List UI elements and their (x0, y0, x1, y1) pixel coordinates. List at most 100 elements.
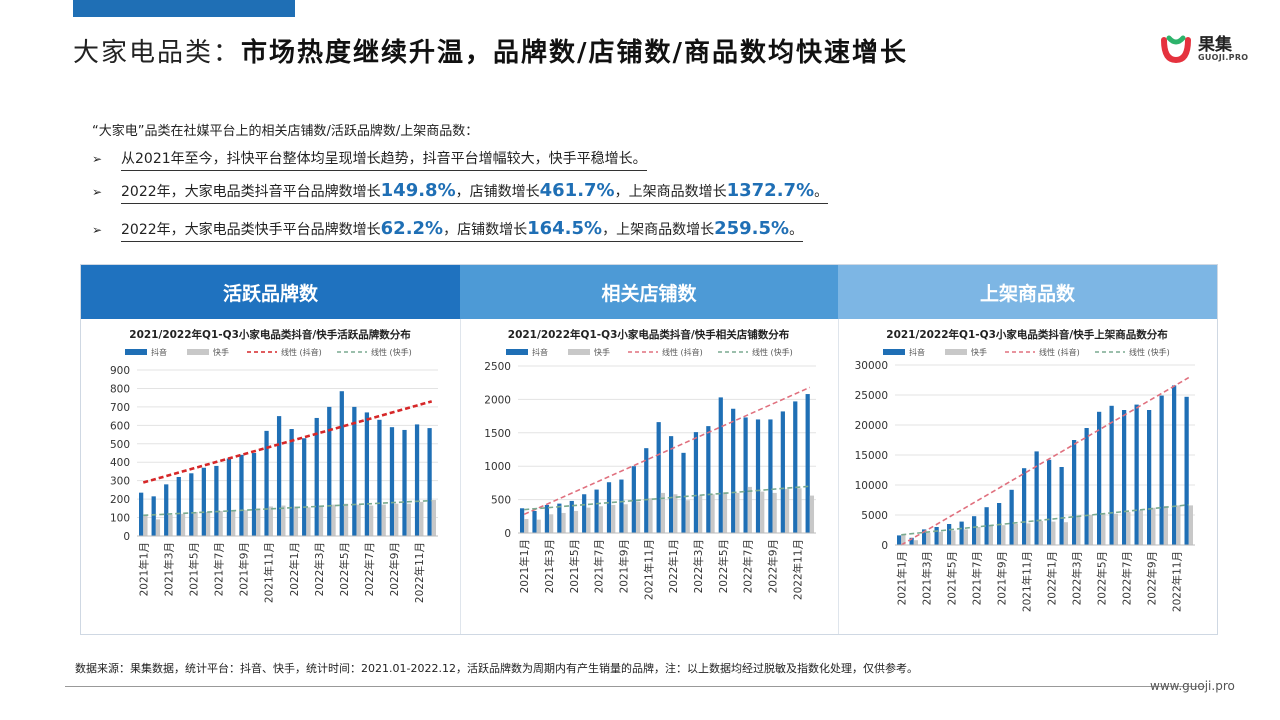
bullet-3-text: 2022年，大家电品类快手平台品牌数增长62.2%，店铺数增长164.5%，上架… (121, 218, 804, 242)
bullet-1-text: 从2021年至今，抖快平台整体均呈现增长趋势，抖音平台增幅较大，快手平稳增长。 (121, 148, 647, 171)
bar-kuaishou (256, 508, 261, 536)
bar-kuaishou (1088, 515, 1093, 545)
title-prefix: 大家电品类： (73, 38, 242, 68)
trendline-kuaishou (524, 485, 810, 511)
bar-kuaishou (1063, 522, 1068, 545)
y-tick-label: 400 (110, 457, 130, 469)
legend-label: 线性 (抖音) (662, 347, 703, 357)
bar-douyin (151, 496, 156, 536)
y-tick-label: 0 (123, 531, 130, 543)
y-tick-label: 2000 (484, 394, 511, 406)
bar-douyin (972, 516, 977, 545)
bar-douyin (1172, 385, 1177, 545)
bar-kuaishou (722, 492, 728, 533)
bar-douyin (582, 494, 587, 533)
bar-kuaishou (205, 512, 211, 536)
x-tick-label: 2022年9月 (767, 539, 780, 593)
y-tick-label: 10000 (855, 480, 888, 492)
bar-kuaishou (1113, 513, 1118, 545)
bar-douyin (164, 484, 169, 536)
x-tick-label: 2021年5月 (568, 539, 581, 593)
x-tick-label: 2022年7月 (363, 542, 376, 596)
bar-douyin (755, 419, 761, 533)
brand-logo-icon (1161, 35, 1191, 64)
bar-douyin (139, 492, 144, 536)
y-tick-label: 500 (491, 495, 511, 507)
x-tick-label: 2022年9月 (388, 542, 401, 596)
bar-douyin (947, 524, 952, 545)
panel-header-brands: 活跃品牌数 (81, 265, 460, 319)
chart-title: 2021/2022年Q1-Q3小家电品类抖音/快手活跃品牌数分布 (129, 328, 411, 341)
x-tick-label: 2022年5月 (717, 539, 730, 593)
bar-douyin (934, 527, 939, 545)
bar-douyin (897, 535, 902, 545)
bar-douyin (352, 406, 357, 536)
bar-douyin (201, 467, 206, 536)
bar-kuaishou (343, 503, 349, 536)
header-accent-bar (73, 0, 295, 17)
bottom-divider (65, 686, 1205, 687)
bar-kuaishou (926, 533, 931, 545)
bar-douyin (1022, 468, 1027, 545)
bar-douyin (289, 429, 294, 536)
bar-kuaishou (1038, 521, 1043, 545)
bullet-2: ➢ 2022年，大家电品类抖音平台品牌数增长149.8%，店铺数增长461.7%… (92, 180, 829, 204)
bar-douyin (909, 537, 914, 545)
chart-title: 2021/2022年Q1-Q3小家电品类抖音/快手上架商品数分布 (886, 328, 1168, 341)
stat-store-kuaishou: 164.5% (527, 218, 603, 239)
bullet-2-text: 2022年，大家电品类抖音平台品牌数增长149.8%，店铺数增长461.7%，上… (121, 180, 829, 204)
bar-kuaishou (1126, 512, 1131, 545)
bar-douyin (681, 452, 686, 533)
x-tick-label: 2021年1月 (137, 542, 150, 596)
bar-douyin (668, 436, 674, 533)
bar-kuaishou (598, 506, 603, 533)
legend-label: 抖音 (532, 347, 548, 357)
bar-douyin (1009, 489, 1014, 545)
trendline-douyin (142, 400, 433, 484)
panel-divider (460, 319, 461, 634)
bar-kuaishou (243, 510, 248, 536)
bar-douyin (544, 504, 550, 533)
bar-kuaishou (1013, 524, 1018, 545)
bar-kuaishou (318, 505, 324, 536)
bar-kuaishou (951, 530, 956, 545)
bar-kuaishou (143, 515, 148, 536)
footnote: 数据来源：果集数据，统计平台：抖音、快手，统计时间：2021.01-2022.1… (75, 662, 918, 675)
bar-douyin (1147, 410, 1152, 545)
bar-douyin (1122, 410, 1127, 545)
trendline-kuaishou (143, 499, 432, 517)
x-tick-label: 2021年1月 (518, 539, 531, 593)
bar-kuaishou (155, 519, 161, 536)
legend-label: 线性 (抖音) (281, 347, 322, 357)
y-tick-label: 5000 (861, 510, 888, 522)
bar-kuaishou (306, 507, 311, 536)
x-tick-label: 2022年1月 (667, 539, 680, 593)
legend-swatch (945, 349, 967, 355)
bar-kuaishou (685, 500, 690, 533)
y-tick-label: 0 (881, 540, 888, 552)
y-tick-label: 2500 (484, 361, 511, 373)
bar-douyin (314, 417, 319, 536)
bar-kuaishou (747, 486, 752, 533)
x-tick-label: 2021年9月 (238, 542, 251, 596)
bar-douyin (569, 500, 574, 533)
bar-douyin (644, 448, 649, 533)
legend-swatch (883, 349, 905, 355)
bar-kuaishou (293, 506, 299, 536)
brand-logo: 果集 GUOJI.PRO (1158, 28, 1268, 72)
bar-kuaishou (772, 492, 777, 533)
bar-douyin (793, 401, 798, 533)
bar-douyin (1159, 395, 1164, 545)
bar-douyin (805, 394, 810, 533)
y-tick-label: 300 (110, 476, 130, 488)
bar-douyin (768, 419, 773, 533)
y-tick-label: 600 (110, 420, 130, 432)
bar-douyin (276, 416, 282, 536)
x-tick-label: 2021年9月 (618, 539, 631, 593)
stat-brand-kuaishou: 62.2% (380, 218, 444, 239)
bar-kuaishou (536, 519, 541, 533)
bar-douyin (619, 479, 624, 533)
stat-brand-douyin: 149.8% (380, 180, 456, 201)
y-tick-label: 700 (110, 402, 130, 414)
